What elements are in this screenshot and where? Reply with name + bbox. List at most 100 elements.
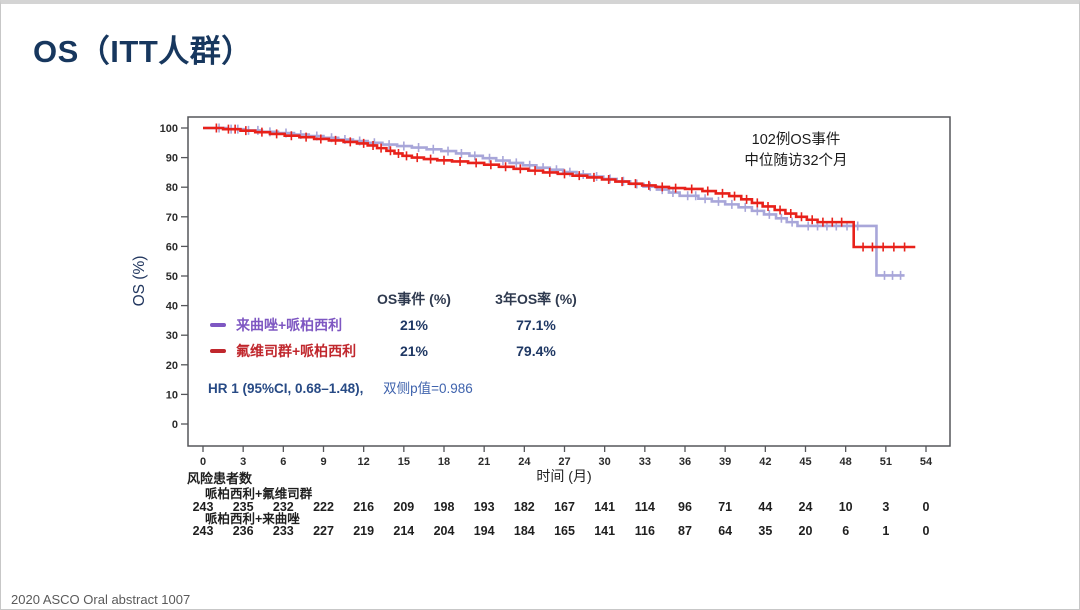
page-title: OS（ITT人群）: [33, 34, 253, 69]
risk-count: 6: [842, 524, 849, 538]
censor-mark: [444, 146, 452, 156]
censor-mark: [415, 143, 423, 153]
censor-mark: [377, 143, 385, 153]
censor-mark: [765, 209, 773, 219]
censor-mark: [859, 242, 867, 252]
risk-count: 236: [233, 524, 254, 538]
x-tick-label: 0: [200, 456, 206, 468]
risk-count: 182: [514, 500, 535, 514]
censor-mark: [804, 221, 812, 231]
km-curve-1: [203, 126, 916, 249]
risk-count: 141: [594, 500, 615, 514]
censor-mark: [645, 180, 653, 190]
risk-count: 233: [273, 524, 294, 538]
censor-mark: [287, 131, 295, 141]
risk-count: 227: [313, 524, 334, 538]
censor-mark: [731, 191, 739, 201]
source-citation: 2020 ASCO Oral abstract 1007: [11, 592, 191, 607]
risk-count: 44: [758, 500, 772, 514]
risk-count: 114: [635, 500, 655, 514]
censor-mark: [776, 205, 784, 215]
risk-count: 198: [434, 500, 455, 514]
x-tick-label: 27: [558, 456, 570, 468]
legend-header-os-rate: 3年OS率 (%): [495, 291, 577, 307]
censor-mark: [868, 242, 876, 252]
censor-mark: [819, 217, 827, 227]
censor-mark: [838, 217, 846, 227]
risk-count: 222: [313, 500, 334, 514]
x-tick-label: 36: [679, 456, 691, 468]
censor-mark: [590, 172, 598, 182]
censor-mark: [808, 215, 816, 225]
censor-mark: [386, 146, 394, 156]
censor-mark: [427, 154, 435, 164]
legend-panel: OS事件 (%) 3年OS率 (%) 来曲唑+哌柏西利 21% 77.1% 氟维…: [210, 286, 602, 364]
censor-mark: [385, 140, 393, 150]
risk-count: 141: [594, 524, 615, 538]
risk-count: 64: [718, 524, 732, 538]
x-axis-title: 时间 (月): [536, 468, 591, 484]
risk-count: 214: [393, 524, 414, 538]
censor-mark: [743, 194, 751, 204]
censor-mark: [901, 242, 909, 252]
x-tick-label: 12: [358, 456, 370, 468]
x-tick-label: 39: [719, 456, 731, 468]
censor-mark: [486, 153, 494, 163]
censor-mark: [212, 123, 220, 133]
censor-mark: [631, 179, 639, 189]
risk-count: 219: [353, 524, 374, 538]
censor-mark: [302, 132, 310, 142]
censor-mark: [797, 212, 805, 222]
censor-mark: [741, 202, 749, 212]
censor-mark: [403, 151, 411, 161]
censor-mark: [499, 156, 507, 166]
censor-mark: [879, 242, 887, 252]
risk-count: 24: [799, 500, 813, 514]
km-plot-box: [187, 116, 951, 447]
censor-mark: [273, 129, 281, 139]
censor-mark: [692, 191, 700, 201]
risk-count: 3: [882, 500, 889, 514]
x-tick-label: 45: [799, 456, 811, 468]
events-annotation: 102例OS事件 中位随访32个月: [651, 130, 941, 172]
annotation-line-followup: 中位随访32个月: [744, 153, 848, 170]
censor-mark: [828, 217, 836, 227]
annotation-line-events: 102例OS事件: [751, 132, 841, 148]
risk-count: 87: [678, 524, 692, 538]
risk-count: 1: [882, 524, 889, 538]
legend-label-fulvestrant: 氟维司群+哌柏西利: [236, 343, 357, 359]
censor-mark: [688, 184, 696, 194]
y-tick-label: 70: [166, 212, 178, 224]
censor-mark: [487, 160, 495, 170]
x-tick-label: 3: [240, 456, 246, 468]
censor-mark: [728, 199, 736, 209]
legend-label-letrozole: 来曲唑+哌柏西利: [236, 317, 343, 333]
censor-mark: [369, 140, 377, 150]
x-tick-label: 18: [438, 456, 450, 468]
risk-count: 167: [554, 500, 575, 514]
censor-mark: [718, 188, 726, 198]
censor-mark: [658, 182, 666, 192]
censor-mark: [224, 124, 232, 134]
hazard-ratio-block: HR 1 (95%CI, 0.68–1.48), 双侧p值=0.986: [208, 377, 473, 397]
risk-count: 243: [193, 524, 214, 538]
censor-mark: [561, 169, 568, 179]
y-axis-title: OS (%): [131, 256, 148, 307]
censor-mark: [684, 191, 692, 201]
censor-mark: [332, 135, 340, 145]
censor-mark: [258, 127, 266, 137]
y-tick-label: 80: [166, 182, 178, 194]
censor-mark: [764, 201, 772, 211]
censor-mark: [413, 153, 421, 163]
y-tick-label: 90: [166, 153, 178, 165]
censor-mark: [854, 221, 862, 231]
risk-count: 96: [678, 500, 692, 514]
censor-mark: [531, 166, 539, 176]
censor-mark: [502, 162, 510, 172]
y-tick-label: 50: [166, 271, 178, 283]
censor-mark: [400, 141, 408, 151]
x-tick-label: 33: [639, 456, 651, 468]
censor-mark: [704, 186, 712, 196]
x-tick-label: 24: [518, 456, 531, 468]
